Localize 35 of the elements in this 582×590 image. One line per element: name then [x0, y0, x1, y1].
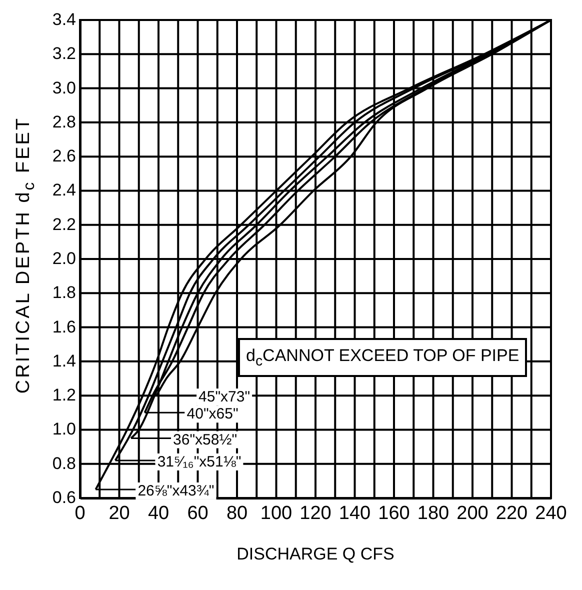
x-tick-label: 60 — [187, 503, 208, 524]
legend-label: 45"x73" — [198, 388, 250, 406]
y-tick-label: 1.2 — [52, 386, 76, 405]
y-tick-label: 0.8 — [52, 454, 76, 473]
x-tick-label: 40 — [148, 503, 170, 524]
y-tick-label: 1.0 — [52, 420, 76, 439]
annotation: d$_{c}$CANNOT EXCEED TOP OF PIPE — [238, 338, 528, 378]
legend-label: 36"x58½" — [173, 431, 238, 448]
legend-label: 31⁵⁄₁₆"x51⅛" — [157, 453, 242, 470]
x-axis-title: DISCHARGE Q CFS — [236, 544, 394, 564]
x-tick-label: 80 — [226, 503, 248, 524]
y-tick-label: 3.4 — [52, 10, 76, 29]
x-tick-label: 20 — [108, 503, 130, 524]
y-tick-label: 2.2 — [52, 214, 76, 234]
x-tick-label: 200 — [456, 503, 488, 524]
y-tick-label: 2.6 — [52, 146, 76, 166]
x-tick-label: 0 — [74, 503, 86, 524]
y-tick-label: 1.4 — [52, 351, 76, 370]
legend-label: 40"x65" — [186, 406, 238, 423]
y-tick-label: 2.0 — [52, 249, 76, 268]
y-tick-label: 2.8 — [52, 112, 76, 132]
y-tick-label: 3.0 — [52, 78, 76, 98]
legend-label: 26⅝"x43¾" — [138, 482, 214, 500]
x-tick-label: 220 — [496, 503, 528, 524]
y-tick-label: 2.4 — [52, 180, 76, 200]
y-tick-label: 3.2 — [52, 44, 76, 64]
x-tick-label: 120 — [300, 503, 332, 524]
x-tick-label: 240 — [535, 503, 567, 524]
x-tick-label: 180 — [417, 503, 450, 524]
x-tick-label: 140 — [338, 503, 371, 524]
x-tick-label: 160 — [378, 503, 410, 524]
y-tick-label: 1.8 — [52, 283, 76, 302]
y-tick-label: 0.6 — [52, 488, 76, 507]
x-tick-label: 100 — [260, 503, 292, 524]
y-tick-label: 1.6 — [52, 317, 76, 336]
